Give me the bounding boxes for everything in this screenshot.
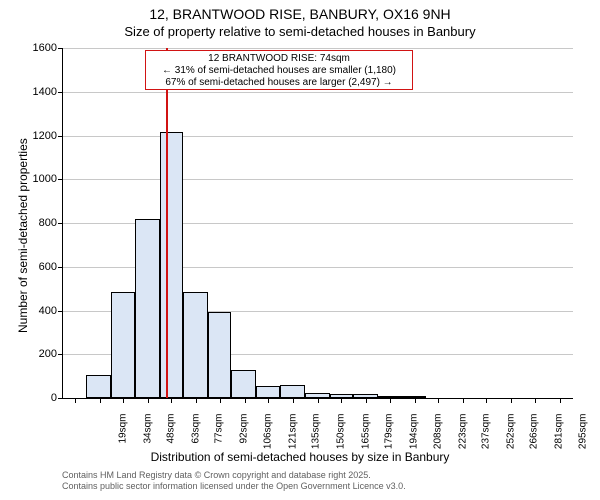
histogram-bar (305, 393, 330, 398)
y-tick (58, 398, 63, 399)
x-tick (535, 398, 536, 403)
y-tick-label: 1600 (33, 42, 57, 54)
x-tick (123, 398, 124, 403)
y-tick-label: 1400 (33, 86, 57, 98)
y-tick (58, 92, 63, 93)
annotation-line: 12 BRANTWOOD RISE: 74sqm (150, 53, 408, 65)
y-tick-label: 1000 (33, 173, 57, 185)
y-tick-label: 800 (39, 217, 57, 229)
y-tick (58, 179, 63, 180)
histogram-bar (401, 396, 426, 398)
y-tick (58, 354, 63, 355)
footer-line-2: Contains public sector information licen… (62, 481, 406, 492)
x-tick (486, 398, 487, 403)
x-tick (75, 398, 76, 403)
y-tick-label: 600 (39, 261, 57, 273)
annotation-line: ← 31% of semi-detached houses are smalle… (150, 65, 408, 77)
histogram-bar (86, 375, 111, 398)
x-tick (390, 398, 391, 403)
histogram-bar (378, 396, 401, 398)
histogram-bar (183, 292, 208, 398)
histogram-bar (231, 370, 256, 398)
histogram-bar (353, 394, 378, 398)
x-tick (511, 398, 512, 403)
y-tick-label: 400 (39, 305, 57, 317)
histogram-bar (256, 386, 279, 398)
y-tick-label: 1200 (33, 130, 57, 142)
y-tick-label: 0 (51, 392, 57, 404)
gridline (63, 179, 573, 180)
y-tick (58, 311, 63, 312)
x-tick (171, 398, 172, 403)
x-tick (438, 398, 439, 403)
x-tick (341, 398, 342, 403)
x-tick (245, 398, 246, 403)
page-subtitle: Size of property relative to semi-detach… (0, 24, 600, 39)
x-tick (220, 398, 221, 403)
x-tick (415, 398, 416, 403)
gridline (63, 48, 573, 49)
page-title: 12, BRANTWOOD RISE, BANBURY, OX16 9NH (0, 6, 600, 22)
histogram-bar (160, 132, 183, 398)
x-tick (318, 398, 319, 403)
x-tick (560, 398, 561, 403)
y-axis-label: Number of semi-detached properties (16, 138, 30, 333)
x-tick (196, 398, 197, 403)
histogram-plot: 0200400600800100012001400160019sqm34sqm4… (62, 48, 573, 399)
annotation-line: 67% of semi-detached houses are larger (… (150, 77, 408, 89)
x-tick (463, 398, 464, 403)
x-tick (100, 398, 101, 403)
gridline (63, 136, 573, 137)
histogram-bar (208, 312, 231, 398)
y-tick (58, 48, 63, 49)
x-tick (293, 398, 294, 403)
footer-attribution: Contains HM Land Registry data © Crown c… (62, 470, 406, 493)
y-tick (58, 223, 63, 224)
histogram-bar (135, 219, 160, 398)
gridline (63, 92, 573, 93)
histogram-bar (280, 385, 305, 398)
y-tick (58, 267, 63, 268)
x-axis-label: Distribution of semi-detached houses by … (0, 450, 600, 464)
histogram-bar (330, 394, 353, 398)
reference-line (166, 48, 168, 398)
x-tick (148, 398, 149, 403)
annotation-box: 12 BRANTWOOD RISE: 74sqm← 31% of semi-de… (145, 50, 413, 90)
histogram-bar (111, 292, 134, 398)
x-tick (366, 398, 367, 403)
footer-line-1: Contains HM Land Registry data © Crown c… (62, 470, 406, 481)
y-tick-label: 200 (39, 348, 57, 360)
y-tick (58, 136, 63, 137)
x-tick (268, 398, 269, 403)
